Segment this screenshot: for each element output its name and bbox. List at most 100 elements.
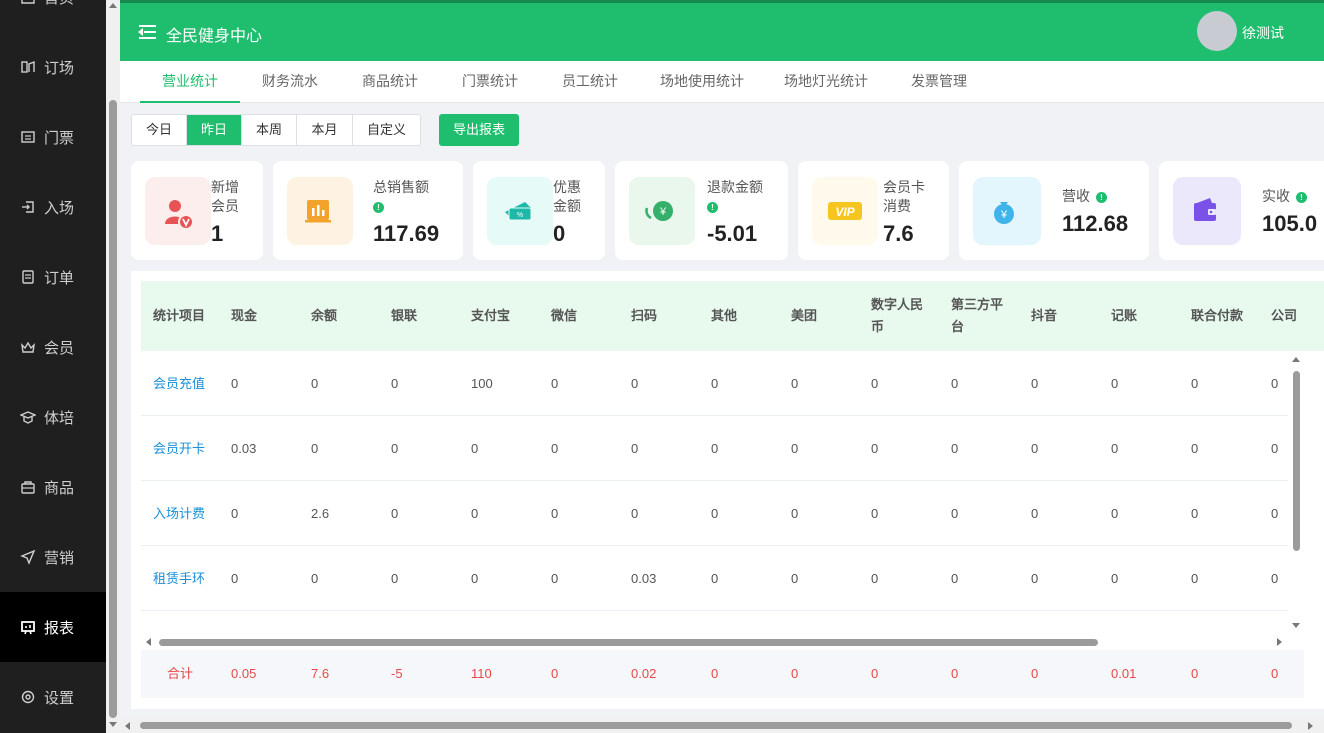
- column-header: 统计项目: [153, 308, 206, 323]
- total-cell: 0: [791, 666, 799, 681]
- sidebar-item-training[interactable]: 体培: [0, 382, 106, 452]
- table-cell: 0: [471, 506, 479, 521]
- info-dot-icon[interactable]: !: [1096, 191, 1107, 203]
- column-header: 第三方平台: [951, 297, 1004, 334]
- table-cell: 0: [231, 376, 239, 391]
- table-row: 租赁手环 0 0 0 0 0 0.03 0 0 0 0 0 0 0 0: [141, 546, 1288, 611]
- stat-card-label-line2: 会员: [211, 198, 239, 214]
- stat-card-discount: % 优惠 金额 0: [473, 161, 605, 260]
- table-cell: 0: [551, 376, 559, 391]
- column-header: 支付宝: [471, 308, 511, 323]
- user-name[interactable]: 徐测试: [1242, 25, 1284, 41]
- total-cell: 0: [711, 666, 719, 681]
- table-cell: 0: [951, 506, 959, 521]
- table-vertical-scroll-thumb[interactable]: [1293, 371, 1300, 551]
- column-header: 现金: [231, 308, 258, 323]
- table-cell: 0: [871, 506, 879, 521]
- table-horizontal-scrollbar[interactable]: [141, 634, 1304, 650]
- total-cell: 0: [951, 666, 959, 681]
- table-scroll-left-icon[interactable]: [146, 638, 151, 646]
- table-cell: 0: [1111, 441, 1119, 456]
- report-tabs: 营业统计 财务流水 商品统计 门票统计 员工统计 场地使用统计 场地灯光统计 发票管理: [120, 61, 1324, 103]
- sidebar-item-ticket[interactable]: 门票: [0, 102, 106, 172]
- table-cell: 0: [471, 571, 479, 586]
- tab-3[interactable]: 门票统计: [462, 73, 518, 89]
- stat-card-label-line1: 优惠: [553, 179, 581, 195]
- date-filter-group: 今日 昨日 本周 本月 自定义: [131, 114, 421, 146]
- column-header: 抖音: [1031, 308, 1058, 323]
- table-scroll-right-icon[interactable]: [1277, 638, 1282, 646]
- row-name-link[interactable]: 会员充值: [153, 376, 206, 391]
- filter-0-button[interactable]: 今日: [132, 115, 187, 145]
- table-cell: 0: [311, 441, 319, 456]
- total-cell: 110: [471, 666, 492, 681]
- table-horizontal-scroll-thumb[interactable]: [159, 639, 1098, 646]
- tab-2[interactable]: 商品统计: [362, 73, 418, 89]
- filter-4-button[interactable]: 自定义: [366, 122, 406, 137]
- sidebar-item-order[interactable]: 订单: [0, 242, 106, 312]
- collapse-menu-icon[interactable]: [136, 21, 158, 43]
- row-name-link[interactable]: 租赁手环: [153, 571, 206, 586]
- info-dot-icon[interactable]: !: [1296, 191, 1307, 203]
- table-cell: 0: [711, 571, 719, 586]
- page-horizontal-scroll-thumb[interactable]: [140, 722, 1292, 729]
- filter-2-button[interactable]: 本周: [242, 115, 297, 145]
- enter-icon: [20, 199, 36, 215]
- page-scroll-right-icon[interactable]: [1308, 722, 1313, 730]
- table-cell: 0: [551, 506, 559, 521]
- page-horizontal-scrollbar[interactable]: [120, 718, 1324, 733]
- tab-1[interactable]: 财务流水: [262, 73, 318, 89]
- sidebar-item-goods[interactable]: 商品: [0, 452, 106, 522]
- info-dot-icon[interactable]: !: [707, 201, 718, 213]
- filter-3-button[interactable]: 本月: [297, 115, 353, 145]
- sidebar-item-home[interactable]: 首页: [0, 0, 106, 32]
- page-vertical-scroll-thumb[interactable]: [109, 100, 117, 718]
- table-scroll-up-icon[interactable]: [1292, 357, 1300, 362]
- table-cell: 0: [1191, 506, 1199, 521]
- filter-1-button[interactable]: 昨日: [187, 115, 242, 145]
- stat-card-value: 1: [211, 221, 224, 246]
- column-header: 美团: [791, 308, 818, 323]
- column-header: 余额: [311, 308, 338, 323]
- stat-card-label-line1: 新增: [211, 179, 239, 195]
- user-avatar[interactable]: [1197, 11, 1237, 51]
- export-report-button[interactable]: 导出报表: [439, 114, 519, 146]
- scroll-down-arrow-icon[interactable]: [109, 722, 117, 727]
- report-icon: [20, 619, 36, 635]
- scroll-up-arrow-icon[interactable]: [109, 3, 117, 8]
- stat-card-value: -5.01: [707, 221, 758, 246]
- stat-card-label-line1: 总销售额: [373, 179, 429, 195]
- tab-4[interactable]: 员工统计: [562, 73, 618, 89]
- sidebar-item-label: 入场: [44, 199, 75, 217]
- table-vertical-scrollbar[interactable]: [1288, 351, 1304, 631]
- table-cell: 0: [791, 376, 799, 391]
- tab-0[interactable]: 营业统计: [140, 61, 240, 103]
- money-bag-icon: ¥: [973, 177, 1041, 245]
- sidebar-item-enter[interactable]: 入场: [0, 172, 106, 242]
- sidebar-item-member[interactable]: 会员: [0, 312, 106, 382]
- row-name-link[interactable]: 会员开卡: [153, 441, 206, 456]
- table-cell: 0: [791, 506, 799, 521]
- sidebar-item-settings[interactable]: 设置: [0, 662, 106, 732]
- column-header: 记账: [1111, 308, 1138, 323]
- table-cell: 0: [1271, 571, 1279, 586]
- total-cell: 0: [1271, 666, 1279, 681]
- tab-7[interactable]: 发票管理: [911, 73, 967, 89]
- table-cell: 0: [1191, 441, 1199, 456]
- total-cell: 0: [1031, 666, 1039, 681]
- tab-5[interactable]: 场地使用统计: [660, 73, 744, 89]
- sidebar-item-label: 体培: [44, 409, 75, 427]
- sidebar-item-marketing[interactable]: 营销: [0, 522, 106, 592]
- ticket-icon: [20, 129, 36, 145]
- stat-card-label-line2: 消费: [883, 198, 911, 214]
- sidebar-item-court[interactable]: 订场: [0, 32, 106, 102]
- sidebar-item-report[interactable]: 报表: [0, 592, 106, 662]
- tab-6[interactable]: 场地灯光统计: [784, 73, 868, 89]
- page-scroll-left-icon[interactable]: [125, 722, 130, 730]
- info-dot-icon[interactable]: !: [373, 201, 384, 213]
- table-cell: 0: [1031, 441, 1039, 456]
- row-name-link[interactable]: 入场计费: [153, 506, 206, 521]
- page-vertical-scrollbar[interactable]: [106, 0, 120, 733]
- table-cell: 0: [1031, 571, 1039, 586]
- table-scroll-down-icon[interactable]: [1292, 623, 1300, 628]
